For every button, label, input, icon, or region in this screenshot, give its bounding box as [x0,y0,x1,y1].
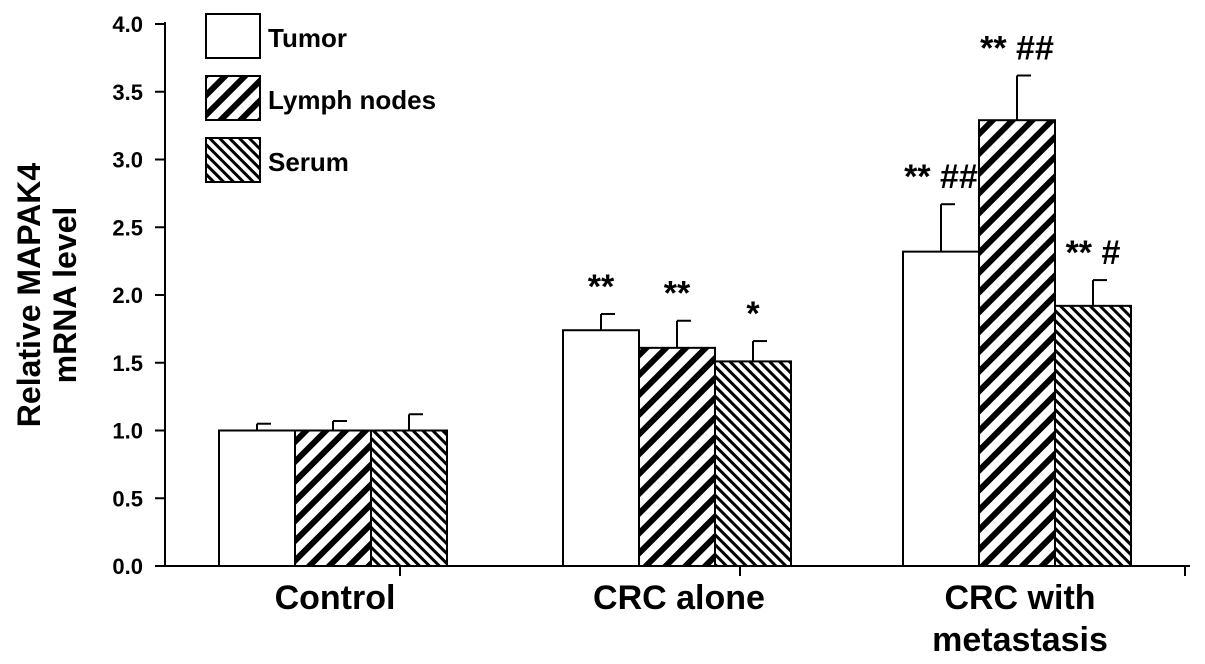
bar [638,346,716,567]
significance-label: * [746,295,760,333]
category-label: metastasis [932,621,1108,659]
significance-label: ** ## [980,29,1054,67]
legend-label: Lymph nodes [268,85,436,115]
y-tick-label: 0.5 [112,486,143,511]
significance-label: ** ## [904,158,978,196]
y-tick-label: 4.0 [112,12,143,37]
y-tick-label: 3.0 [112,148,143,173]
bar [562,329,640,568]
bar [218,429,296,567]
bar [370,429,448,567]
y-tick-label: 1.0 [112,419,143,444]
legend-swatch [205,137,261,183]
y-tick-label: 3.5 [112,80,143,105]
significance-label: ** [664,275,691,313]
bar [714,360,792,567]
bar [1054,304,1132,567]
legend-swatch [205,75,261,121]
x-axis-categories: Control CRC alone CRC with metastasis [275,579,1108,659]
significance-label: ** # [1066,234,1121,272]
y-tick-label: 2.0 [112,283,143,308]
y-tick-label: 0.0 [112,554,143,579]
significance-annotations: ** ***** ##** ##** # [588,29,1121,333]
y-axis-title: Relative MAPAK4 mRNA level [11,163,83,428]
legend: Tumor Lymph nodes Serum [205,13,436,183]
error-bars [256,74,1107,431]
bar [902,250,980,567]
bars [218,119,1132,568]
significance-label: ** [588,268,615,306]
legend-label: Tumor [268,23,347,53]
legend-label: Serum [268,147,349,177]
bar [294,429,372,567]
bar [978,119,1056,568]
y-axis-title-line: mRNA level [47,207,83,384]
y-tick-label: 2.5 [112,215,143,240]
category-label: CRC alone [593,579,765,617]
category-label: Control [275,579,396,617]
legend-swatch [205,13,261,59]
category-label: CRC with [944,579,1095,617]
y-tick-label: 1.5 [112,351,143,376]
y-axis-title-line: Relative MAPAK4 [11,163,47,428]
